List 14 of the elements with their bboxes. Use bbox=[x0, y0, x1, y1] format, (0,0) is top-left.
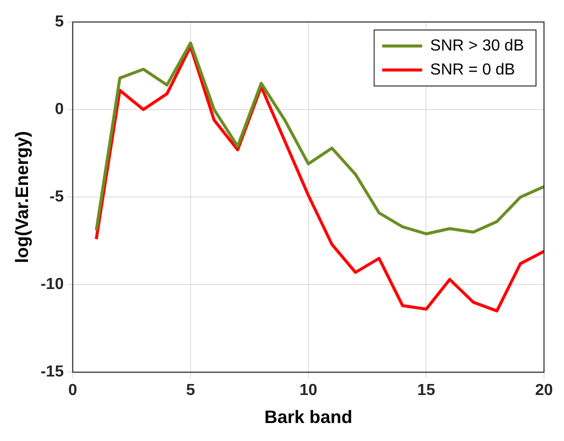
x-axis-title: Bark band bbox=[264, 407, 352, 428]
x-tick-label: 0 bbox=[68, 382, 78, 400]
x-tick-label: 10 bbox=[299, 382, 318, 400]
x-tick-label: 20 bbox=[535, 382, 553, 400]
y-tick-label: -10 bbox=[40, 276, 64, 294]
y-tick-label: 0 bbox=[54, 100, 64, 118]
y-tick-label: -15 bbox=[40, 364, 64, 381]
x-tick-label: 15 bbox=[417, 382, 436, 400]
x-tick-label: 5 bbox=[186, 382, 196, 400]
legend-label: SNR = 0 dB bbox=[430, 61, 516, 78]
y-axis-title: log(Var.Energy) bbox=[12, 131, 32, 264]
legend-label: SNR > 30 dB bbox=[430, 37, 524, 54]
y-tick-label: -5 bbox=[49, 188, 64, 206]
y-tick-label: 5 bbox=[54, 13, 64, 30]
